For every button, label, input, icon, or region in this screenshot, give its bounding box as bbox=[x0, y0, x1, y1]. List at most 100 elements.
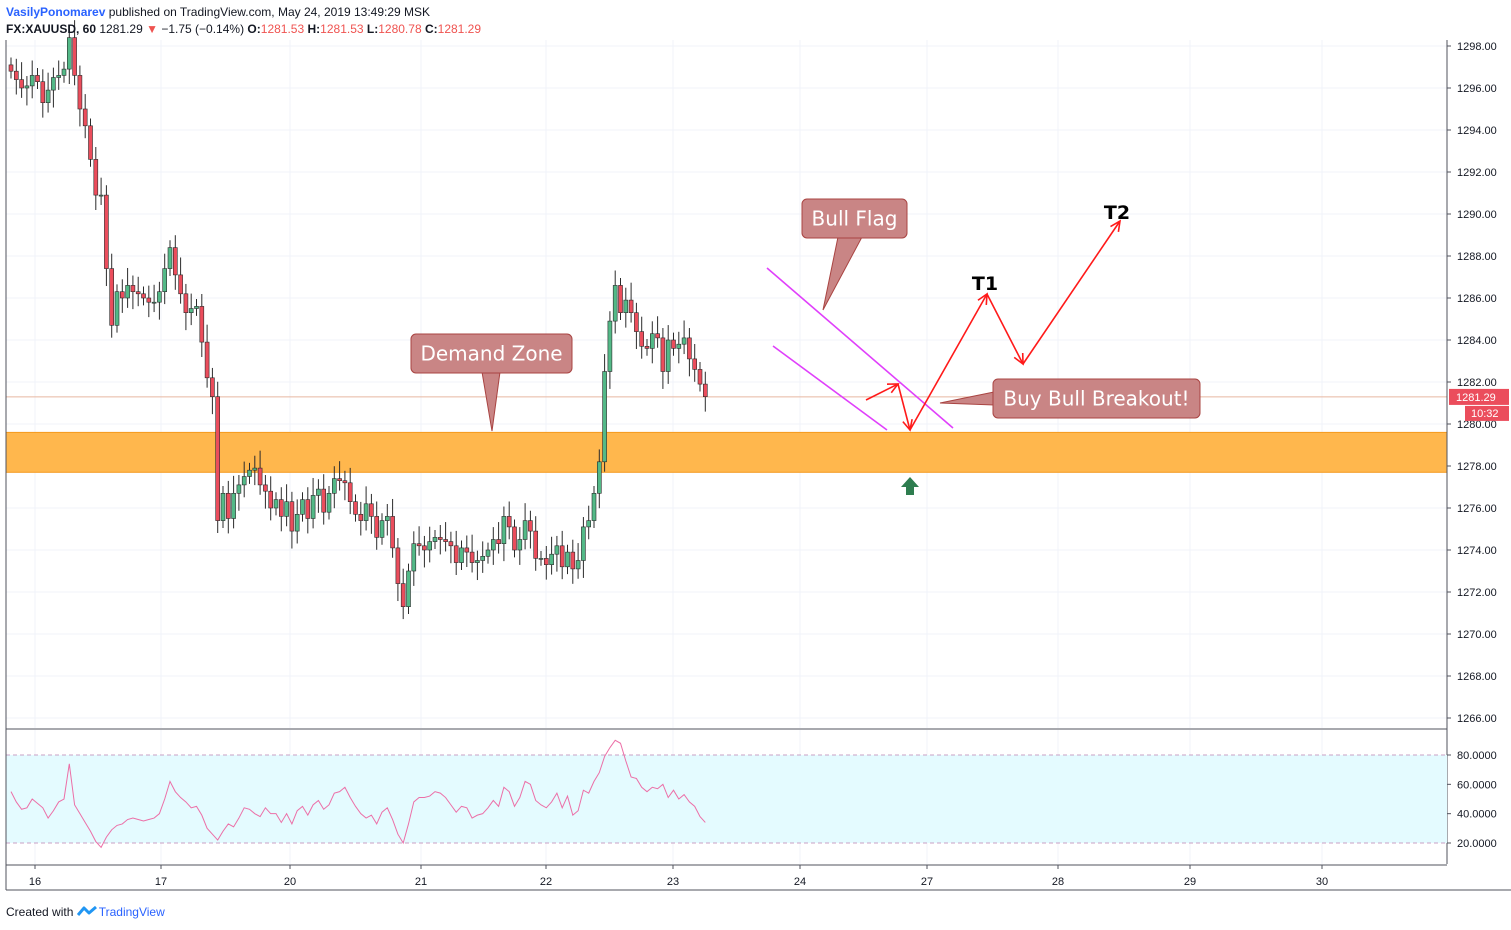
candle-body bbox=[353, 501, 358, 515]
candle-body bbox=[697, 369, 703, 385]
price-axis-bg bbox=[1447, 40, 1511, 864]
low-value: 1280.78 bbox=[378, 22, 422, 36]
price-tick-label: 1268.00 bbox=[1457, 671, 1497, 683]
change-value: −1.75 (−0.14%) bbox=[161, 22, 245, 36]
candle-body bbox=[300, 499, 305, 515]
candle-body bbox=[634, 312, 639, 332]
candle-body bbox=[247, 469, 252, 477]
candle-body bbox=[342, 480, 348, 484]
candle-body bbox=[432, 537, 438, 542]
candle-body bbox=[464, 547, 470, 553]
candle-body bbox=[98, 194, 104, 197]
candle-body bbox=[14, 70, 19, 80]
price-tick-label: 1272.00 bbox=[1457, 587, 1497, 599]
candle-body bbox=[453, 545, 459, 563]
candle-body bbox=[528, 520, 533, 532]
price-tick-label: 1276.00 bbox=[1457, 503, 1497, 515]
candle-body bbox=[231, 492, 236, 519]
candle-body bbox=[178, 274, 183, 295]
candle-body bbox=[485, 549, 491, 557]
candle-body bbox=[607, 320, 613, 372]
price-tick-label: 1298.00 bbox=[1457, 41, 1497, 53]
candle-body bbox=[501, 516, 507, 545]
candle-body bbox=[135, 291, 141, 295]
candle-body bbox=[676, 343, 682, 349]
candle-body bbox=[475, 560, 480, 563]
candle-body bbox=[173, 247, 178, 276]
t1-label: T1 bbox=[972, 273, 998, 295]
candle-body bbox=[77, 75, 83, 110]
flag-lower-line bbox=[772, 345, 888, 431]
author-link[interactable]: VasilyPonomarev bbox=[6, 5, 106, 19]
candle-body bbox=[702, 383, 708, 398]
projection-arrow-3 bbox=[909, 293, 988, 431]
candle-body bbox=[570, 551, 576, 570]
symbol-label: FX:XAUUSD, 60 bbox=[6, 22, 97, 36]
candle-body bbox=[316, 488, 321, 496]
candles-group bbox=[8, 20, 708, 620]
price-tick-label: 1282.00 bbox=[1457, 377, 1497, 389]
candle-body bbox=[681, 337, 687, 345]
time-tick-label: 29 bbox=[1184, 876, 1196, 888]
rsi-tick-label: 80.0000 bbox=[1457, 750, 1497, 762]
arrow-head-icon bbox=[1110, 219, 1122, 232]
price-tick-label: 1278.00 bbox=[1457, 461, 1497, 473]
candle-body bbox=[56, 75, 62, 78]
candle-body bbox=[183, 293, 189, 313]
projection-arrow-2 bbox=[897, 383, 911, 431]
candle-body bbox=[400, 583, 406, 607]
tradingview-brand-link[interactable]: TradingView bbox=[98, 905, 165, 919]
candle-body bbox=[480, 555, 486, 561]
time-tick-label: 16 bbox=[29, 876, 41, 888]
time-tick-label: 22 bbox=[540, 876, 552, 888]
candle-body bbox=[363, 503, 369, 521]
candle-body bbox=[618, 285, 623, 313]
candle-body bbox=[337, 478, 342, 482]
tradingview-logo-icon bbox=[76, 905, 97, 916]
candle-body bbox=[427, 541, 433, 551]
candle-body bbox=[51, 77, 56, 91]
candle-body bbox=[215, 396, 220, 521]
candle-body bbox=[687, 337, 692, 360]
candle-body bbox=[130, 285, 136, 292]
candle-body bbox=[554, 545, 560, 555]
candle-body bbox=[284, 501, 289, 517]
candle-body bbox=[692, 358, 698, 370]
candle-body bbox=[151, 301, 157, 304]
candle-body bbox=[559, 545, 565, 568]
candle-body bbox=[390, 516, 395, 549]
candle-body bbox=[331, 478, 337, 494]
time-tick-label: 30 bbox=[1316, 876, 1328, 888]
rsi-tick-label: 60.0000 bbox=[1457, 779, 1497, 791]
current-price-badge bbox=[1449, 388, 1509, 405]
candle-body bbox=[506, 516, 512, 528]
change-down-icon: ▼ bbox=[146, 22, 158, 36]
candle-body bbox=[581, 526, 586, 561]
candle-body bbox=[347, 482, 353, 502]
candle-body bbox=[61, 68, 67, 76]
candle-body bbox=[24, 85, 30, 89]
price-tick-label: 1290.00 bbox=[1457, 209, 1497, 221]
candle-body bbox=[639, 331, 645, 347]
time-tick-label: 21 bbox=[415, 876, 427, 888]
candle-body bbox=[612, 285, 618, 322]
green-up-arrow-icon bbox=[901, 477, 919, 495]
candle-body bbox=[268, 490, 274, 509]
created-with-text: Created with bbox=[6, 905, 74, 919]
candle-body bbox=[236, 484, 242, 494]
price-tick-label: 1274.00 bbox=[1457, 545, 1497, 557]
candle-body bbox=[649, 333, 655, 349]
candle-body bbox=[114, 291, 120, 326]
candle-body bbox=[40, 81, 46, 103]
candle-body bbox=[671, 339, 676, 349]
price-tick-label: 1294.00 bbox=[1457, 125, 1497, 137]
time-tick-label: 23 bbox=[667, 876, 679, 888]
candle-body bbox=[326, 492, 332, 513]
candle-body bbox=[623, 299, 629, 314]
candle-body bbox=[517, 539, 523, 551]
price-tick-label: 1296.00 bbox=[1457, 83, 1497, 95]
candle-body bbox=[411, 543, 417, 572]
candle-body bbox=[167, 247, 173, 269]
candle-body bbox=[628, 299, 634, 314]
